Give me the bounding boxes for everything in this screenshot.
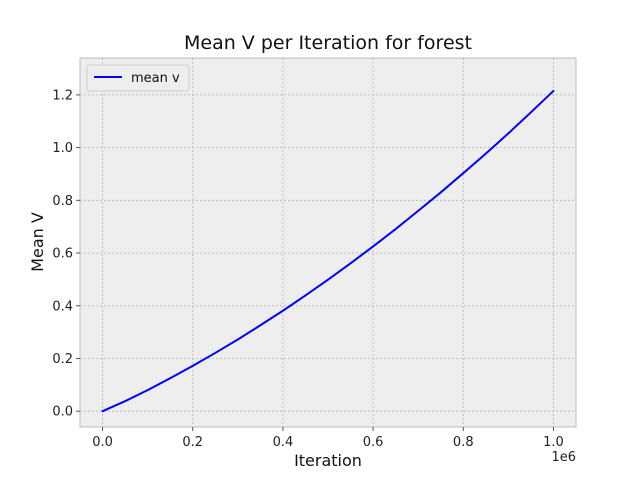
y-tick-label: 0.2 [52,352,73,367]
x-tick-label: 1.0 [543,435,564,450]
legend: mean v [86,64,190,92]
y-tick-label: 0.0 [52,405,73,420]
chart-title: Mean V per Iteration for forest [184,32,472,54]
x-tick-label: 0.4 [273,435,294,450]
y-tick-label: 1.0 [52,141,73,156]
grid-lines [80,58,576,427]
y-tick-label: 0.8 [52,194,73,209]
tick-labels: 0.0 0.2 0.4 0.6 0.8 1.0 0.0 0.2 0.4 0.6 0.8 1.0 1.2 [52,88,563,450]
plot-area [80,58,576,427]
series-line-mean-v [101,89,555,413]
x-axis-label: Iteration [294,451,362,470]
plot-frame [79,57,577,428]
y-axis-label: Mean V [28,212,47,272]
x-tick-label: 0.2 [182,435,203,450]
x-tick-label: 0.8 [453,435,474,450]
x-tick-label: 0.0 [92,435,113,450]
y-tick-label: 0.6 [52,247,73,262]
x-axis-offset-text: 1e6 [551,450,576,465]
y-tick-label: 0.4 [52,299,73,314]
legend-label: mean v [131,71,180,86]
y-tick-label: 1.2 [52,88,73,103]
series-layer [101,89,555,413]
x-tick-label: 0.6 [363,435,384,450]
legend-box [86,64,190,92]
